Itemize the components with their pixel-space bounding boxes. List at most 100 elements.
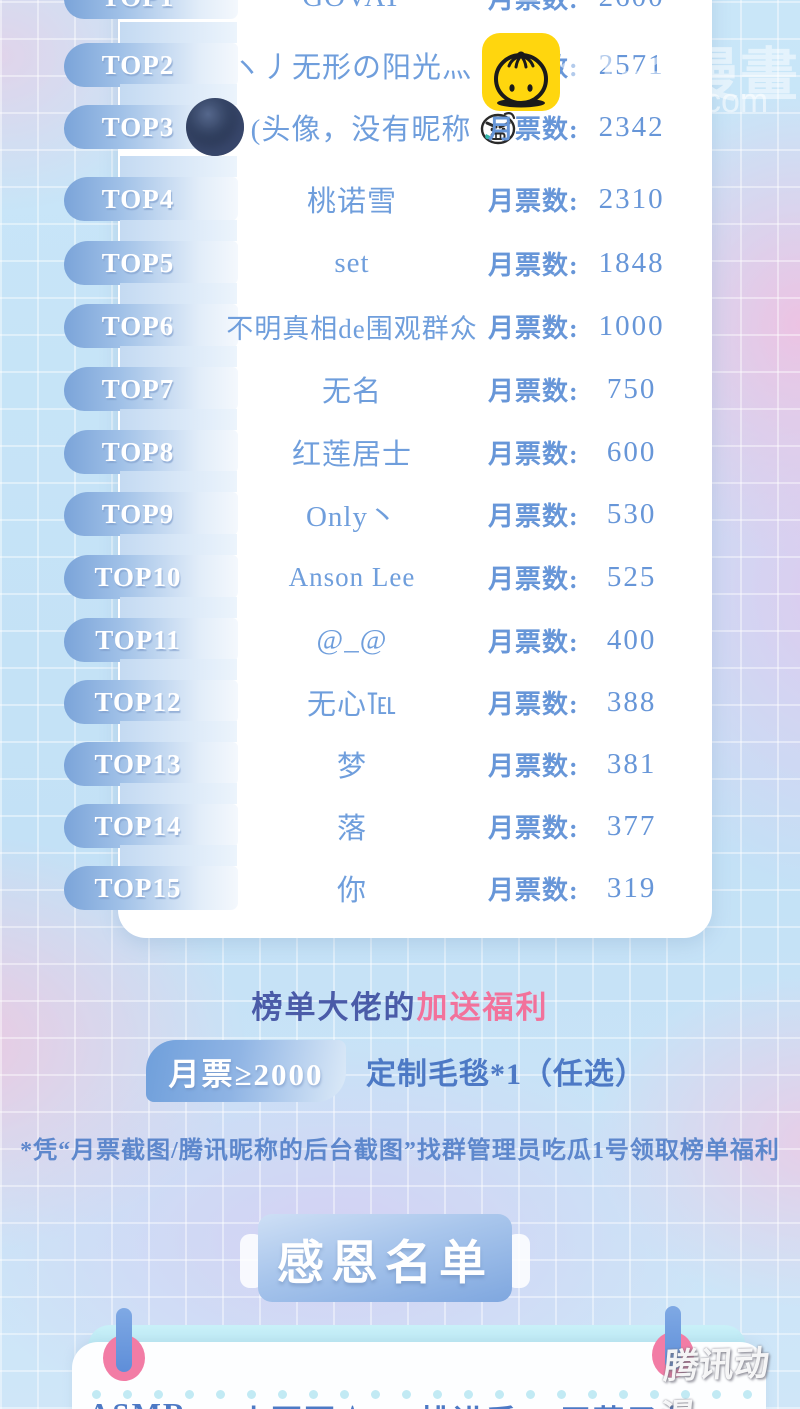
vote-count: 月票数: 1000 — [488, 304, 673, 348]
vote-count-label: 月票数: — [488, 564, 579, 594]
vote-count-label: 月票数: — [488, 439, 579, 469]
vote-threshold-ribbon: 月票≥2000 — [146, 1040, 346, 1102]
vote-count-value: 2571 — [598, 48, 665, 81]
vote-count-label: 月票数: — [488, 114, 579, 144]
ribbon-step — [120, 156, 237, 177]
perforation-dot — [247, 1390, 256, 1399]
rank-label: TOP5 — [101, 247, 175, 278]
pin-bar-left — [116, 1308, 132, 1372]
leaderboard-row: TOP9 Only丶 月票数: 530 — [0, 471, 800, 536]
user-name-text: 梦 — [336, 751, 367, 783]
vote-count-label: 月票数: — [488, 875, 579, 905]
vote-count-value: 530 — [606, 497, 657, 530]
perforation-dot — [216, 1390, 225, 1399]
perforation-dot — [92, 1390, 101, 1399]
vote-count-value: 400 — [606, 623, 657, 656]
vote-count-value: 750 — [606, 372, 657, 405]
perforation-dot — [712, 1390, 721, 1399]
rank-label: TOP14 — [94, 810, 182, 841]
user-name-text: 无名 — [321, 376, 382, 408]
perforation-dot — [464, 1390, 473, 1399]
reward-label: 定制毛毯*1（任选） — [366, 1058, 646, 1091]
leaderboard-row: TOP13 梦 月票数: 381 — [0, 721, 800, 786]
perforation-dot — [743, 1390, 752, 1399]
vote-count: 月票数: 400 — [488, 618, 673, 662]
perforation-dot — [588, 1390, 597, 1399]
leaderboard-row: TOP5 set 月票数: 1848 — [0, 220, 800, 285]
vote-count-value: 381 — [606, 747, 657, 780]
rank-ribbon: TOP15 — [64, 866, 238, 910]
vote-count-label: 月票数: — [488, 313, 579, 343]
perforation-dot — [185, 1390, 194, 1399]
perforation-dot — [557, 1390, 566, 1399]
user-name: 梦 — [222, 742, 482, 786]
user-name-text: (头像，没有昵称 — [250, 114, 472, 146]
vote-count-label: 月票数: — [488, 501, 579, 531]
vote-count: 月票数: 381 — [488, 742, 673, 786]
vote-count: 月票数: 1848 — [488, 241, 673, 285]
leaderboard-row: TOP11 @_@ 月票数: 400 — [0, 597, 800, 662]
user-name-text: set — [334, 246, 370, 279]
thanks-list-button: 感恩名单 — [258, 1214, 512, 1302]
perforation-dot — [681, 1390, 690, 1399]
vote-count-label: 月票数: — [488, 376, 579, 406]
perforation-dot — [309, 1390, 318, 1399]
rank-label: TOP3 — [101, 111, 175, 142]
ribbon-step — [120, 534, 237, 555]
leaderboard-row: TOP7 无名 月票数: 750 — [0, 346, 800, 411]
user-name: 无心℡ — [222, 680, 482, 724]
leaderboard-row: TOP8 红莲居士 月票数: 600 — [0, 409, 800, 474]
watermark-corner-logo: 腾讯动漫 — [658, 1343, 771, 1409]
leaderboard-row: TOP14 落 月票数: 377 — [0, 783, 800, 848]
user-name: 不明真相de围观群众 — [222, 304, 482, 348]
perforation-dot — [526, 1390, 535, 1399]
perforation-dot — [154, 1390, 163, 1399]
user-name-text: 无心℡ — [306, 689, 397, 721]
rank-ribbon: TOP8 — [64, 430, 238, 474]
partial-name-fragment: 无菲子卜 — [560, 1396, 692, 1409]
user-name-text: 红莲居士 — [291, 439, 412, 471]
partial-name-fragment: ASMR — [88, 1396, 187, 1409]
vote-count: 月票数: 2342 — [488, 105, 673, 149]
user-name: 落 — [222, 804, 482, 848]
user-name: (头像，没有昵称 — [185, 98, 516, 156]
ribbon-step — [120, 471, 237, 492]
rank-label: TOP2 — [101, 49, 175, 80]
vote-count-value: 2600 — [591, 0, 673, 14]
vote-count-value: 1000 — [598, 309, 665, 342]
perforation-dot — [340, 1390, 349, 1399]
vote-count-label: 月票数: — [488, 813, 579, 843]
redeem-note: *凭“月票截图/腾讯昵称的后台截图”找群管理员吃瓜1号领取榜单福利 — [20, 1138, 780, 1164]
vote-count: 月票数: 377 — [488, 804, 673, 848]
rank-ribbon: TOP7 — [64, 367, 238, 411]
user-name-text: GOVAT — [302, 0, 402, 14]
vote-count-label: 月票数: — [488, 689, 579, 719]
vote-threshold-label: 月票≥2000 — [168, 1056, 324, 1092]
ribbon-step — [120, 597, 237, 618]
partial-name-fragment: 小哥哥☆Da — [238, 1396, 412, 1409]
rank-ribbon: TOP14 — [64, 804, 238, 848]
rank-ribbon: TOP11 — [64, 618, 238, 662]
rank-label: TOP12 — [94, 686, 182, 717]
ribbon-step — [120, 346, 237, 367]
user-name: 桃诺雪 — [222, 177, 482, 221]
perforation-dot — [650, 1390, 659, 1399]
user-name-text: ヽ丿无形の阳光灬 — [231, 52, 472, 84]
bun-logo-icon — [482, 33, 560, 111]
user-name: 红莲居士 — [222, 430, 482, 474]
vote-count-value: 377 — [606, 809, 657, 842]
ribbon-step — [120, 409, 237, 430]
ribbon-step — [120, 22, 237, 43]
user-name-text: 不明真相de围观群众 — [226, 313, 478, 344]
rank-label: TOP10 — [94, 561, 182, 592]
rank-label: TOP15 — [94, 872, 182, 903]
user-name: ヽ丿无形の阳光灬 — [222, 43, 482, 87]
thanks-button-group: 感恩名单 — [240, 1214, 530, 1302]
rank-ribbon: TOP13 — [64, 742, 238, 786]
perforation-dot — [433, 1390, 442, 1399]
rank-ribbon: TOP1 — [64, 0, 238, 19]
vote-count-label: 月票数: — [488, 0, 579, 16]
rank-label: TOP7 — [101, 373, 175, 404]
rank-ribbon: TOP6 — [64, 304, 238, 348]
